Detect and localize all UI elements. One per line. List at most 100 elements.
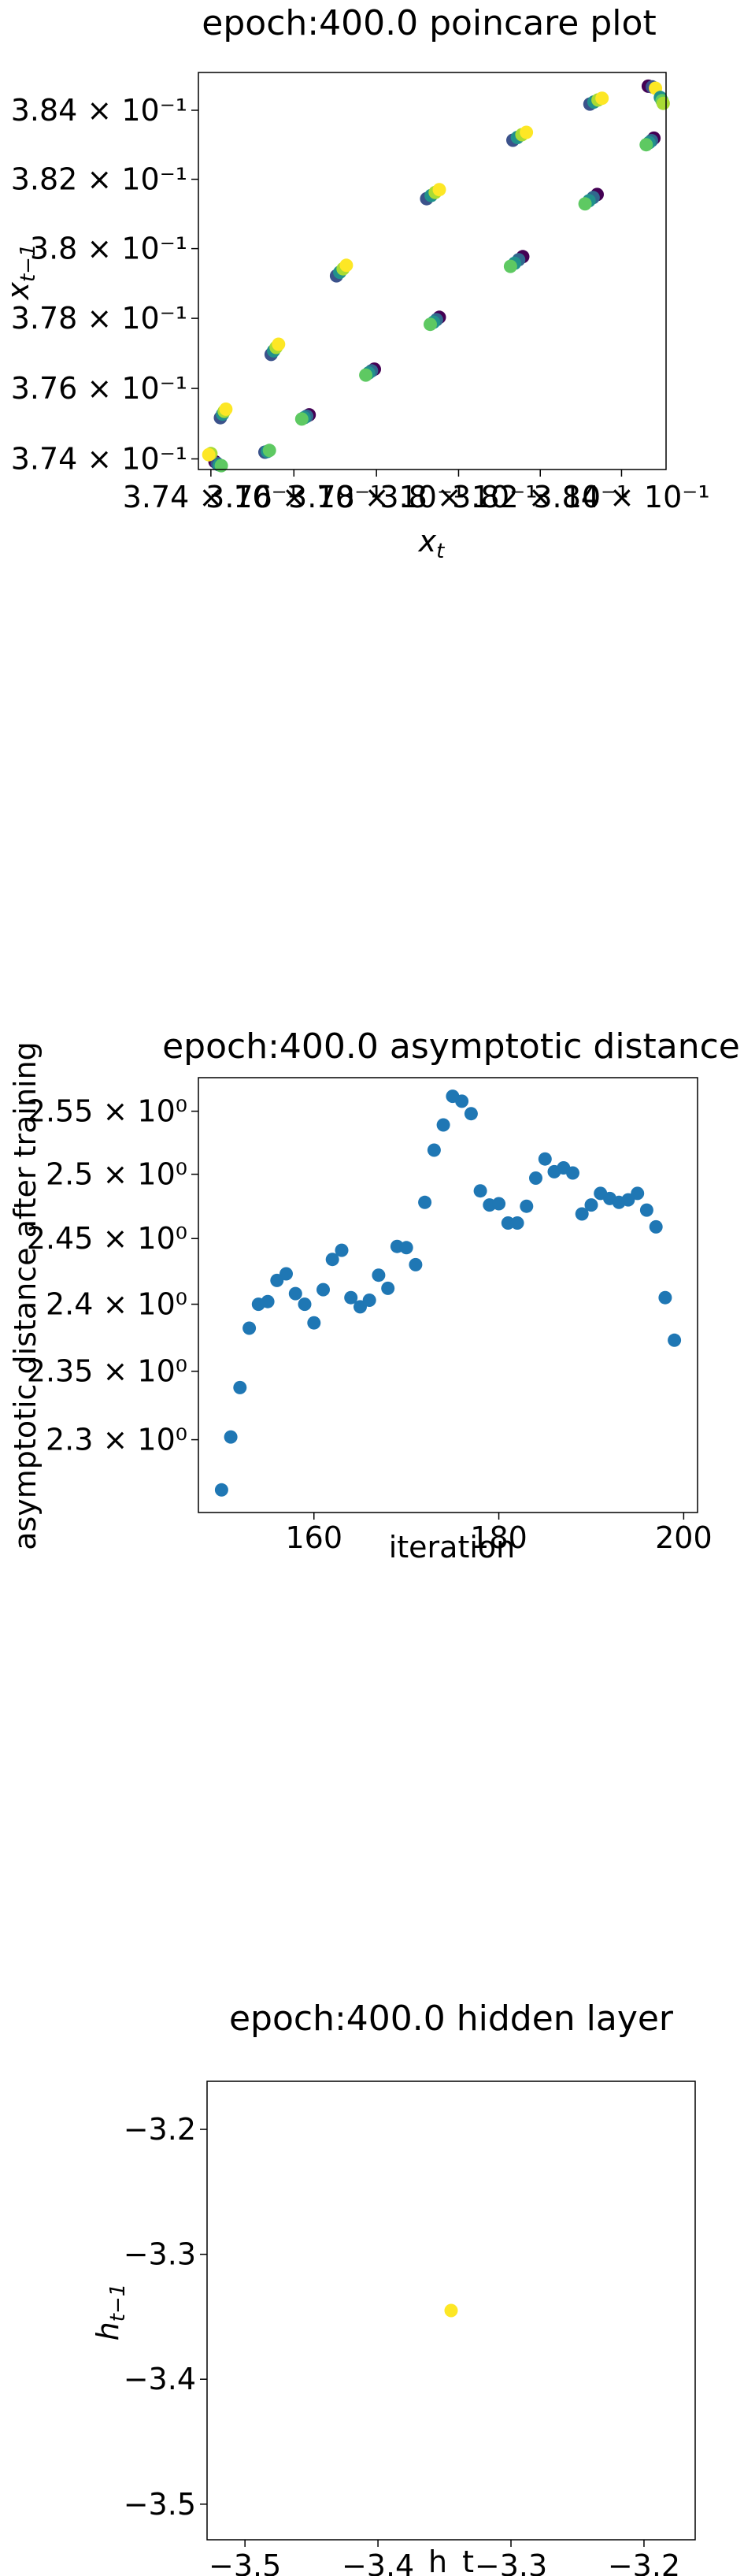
chart2-point-45: [631, 1186, 645, 1201]
chart1-x-tick-label: 3.78 × 10⁻¹: [288, 480, 465, 514]
chart2-point-27: [464, 1107, 478, 1121]
chart2-point-24: [436, 1118, 450, 1132]
chart2-y-axis-label: asymptotic distance after training: [8, 1041, 43, 1550]
chart1-x-tick-label: 3.8 × 10⁻¹: [379, 480, 537, 514]
chart2-point-32: [510, 1216, 524, 1230]
chart1-x-tick-label: 3.76 × 10⁻¹: [205, 480, 382, 514]
chart2-point-13: [335, 1243, 349, 1257]
chart3-x-tick-label: −3.2: [608, 2548, 680, 2576]
chart2-x-tick-label: 160: [285, 1520, 342, 1555]
chart2-point-7: [279, 1267, 293, 1281]
chart1-point-62: [656, 96, 670, 110]
chart3-y-tick-label: −3.3: [124, 2237, 196, 2272]
hidden-layer-chart: epoch:400.0 hidden layer −3.5 −3.4 −3.3 −3.…: [91, 1999, 696, 2576]
chart2-point-21: [409, 1257, 423, 1271]
chart1-y-tick-label: 3.78 × 10⁻¹: [11, 301, 187, 336]
chart1-point-8: [262, 444, 276, 458]
chart2-point-2: [233, 1380, 247, 1394]
chart3-y-tick-label: −3.5: [124, 2487, 196, 2522]
chart2-point-17: [372, 1268, 386, 1282]
chart2-point-15: [353, 1300, 367, 1314]
chart1-point-16: [294, 412, 309, 426]
chart2-point-33: [520, 1199, 534, 1213]
chart1-y-tick-label: 3.74 × 10⁻¹: [11, 442, 187, 477]
chart1-x-tick-label: 3.82 × 10⁻¹: [452, 480, 628, 514]
chart2-point-20: [399, 1241, 413, 1255]
chart2-point-18: [381, 1281, 395, 1295]
chart3-y-axis-label: ht−1: [91, 2284, 130, 2341]
chart2-y-tick-label: 2.45 × 10⁰: [27, 1221, 187, 1256]
poincare-plot-chart: epoch:400.0 poincare plot 3.74 × 10⁻¹3.7…: [1, 3, 710, 563]
chart2-point-48: [658, 1290, 672, 1305]
chart2-point-22: [418, 1195, 432, 1209]
chart1-point-32: [424, 317, 437, 332]
chart1-x-tick-label: 3.84 × 10⁻¹: [533, 480, 709, 514]
chart3-y-tick-label: −3.2: [124, 2112, 196, 2147]
chart2-y-tick-label: 2.35 × 10⁰: [27, 1354, 187, 1389]
chart1-axes-frame: [198, 72, 667, 470]
chart1-point-3: [214, 458, 228, 473]
asymptotic-distance-chart: epoch:400.0 asymptotic distance 160 180 20…: [8, 1026, 740, 1565]
chart1-y-tick-label: 3.82 × 10⁻¹: [11, 162, 187, 197]
chart2-point-1: [224, 1430, 238, 1444]
chart2-point-28: [473, 1184, 487, 1198]
chart3-x-axis-label: h_t: [428, 2544, 474, 2576]
chart2-point-11: [316, 1282, 330, 1297]
chart1-point-36: [432, 183, 446, 197]
chart2-y-tick-label: 2.3 × 10⁰: [46, 1423, 187, 1457]
chart1-y-axis-label: xt−1: [1, 243, 40, 300]
chart2-x-axis-label: iteration: [389, 1530, 516, 1565]
chart2-y-tick-label: 2.55 × 10⁰: [27, 1094, 187, 1129]
chart2-point-23: [427, 1143, 441, 1157]
chart1-point-48: [578, 197, 592, 211]
chart2-point-31: [501, 1216, 515, 1230]
chart1-y-tick-label: 3.76 × 10⁻¹: [11, 371, 187, 406]
chart1-y-tick-label: 3.84 × 10⁻¹: [11, 93, 187, 128]
chart2-point-5: [261, 1294, 275, 1308]
chart1-point-40: [503, 259, 517, 273]
chart1-point-5: [202, 447, 216, 462]
chart2-point-34: [529, 1171, 542, 1185]
chart2-point-3: [242, 1321, 257, 1335]
chart3-x-tick-label: −3.5: [209, 2548, 281, 2576]
chart2-point-35: [538, 1152, 552, 1166]
chart1-point-44: [520, 125, 534, 139]
chart2-point-10: [307, 1316, 321, 1330]
chart2-point-9: [298, 1297, 312, 1312]
chart2-y-tick-label: 2.5 × 10⁰: [46, 1157, 187, 1192]
chart1-title: epoch:400.0 poincare plot: [202, 3, 656, 43]
chart2-y-tick-label: 2.4 × 10⁰: [46, 1287, 187, 1322]
chart2-point-46: [639, 1203, 653, 1217]
chart1-point-52: [595, 91, 609, 106]
chart2-point-0: [214, 1483, 228, 1497]
chart3-y-tick-label: −3.4: [124, 2362, 196, 2396]
chart1-point-56: [639, 138, 653, 152]
chart2-x-tick-label: 180: [470, 1520, 527, 1555]
chart3-title: epoch:400.0 hidden layer: [229, 1999, 674, 2039]
chart2-point-14: [344, 1290, 358, 1305]
chart2-title: epoch:400.0 asymptotic distance: [162, 1026, 740, 1067]
chart1-point-12: [219, 402, 233, 416]
chart3-point-0: [444, 2303, 458, 2318]
chart1-point-24: [359, 368, 373, 382]
chart2-point-49: [668, 1333, 682, 1347]
chart2-point-47: [649, 1219, 663, 1234]
chart1-x-tick-label: 3.74 × 10⁻¹: [123, 480, 299, 514]
chart2-x-tick-label: 200: [655, 1520, 713, 1555]
chart2-point-8: [288, 1286, 302, 1301]
chart2-point-16: [362, 1294, 376, 1307]
chart2-point-44: [621, 1193, 635, 1207]
chart2-point-30: [492, 1197, 506, 1211]
chart1-point-20: [272, 337, 286, 351]
chart2-point-38: [566, 1166, 579, 1180]
chart2-axes-frame: [198, 1077, 698, 1513]
chart2-point-6: [270, 1273, 284, 1287]
chart1-point-28: [339, 258, 353, 273]
chart3-x-tick-label: −3.3: [475, 2548, 547, 2576]
chart1-y-tick-label: 3.8 × 10⁻¹: [30, 232, 187, 266]
chart1-x-axis-label: xt: [418, 524, 446, 563]
chart3-axes-frame: [206, 2080, 696, 2541]
chart2-point-26: [455, 1094, 469, 1108]
chart2-point-40: [584, 1198, 598, 1212]
chart2-point-39: [575, 1207, 589, 1221]
